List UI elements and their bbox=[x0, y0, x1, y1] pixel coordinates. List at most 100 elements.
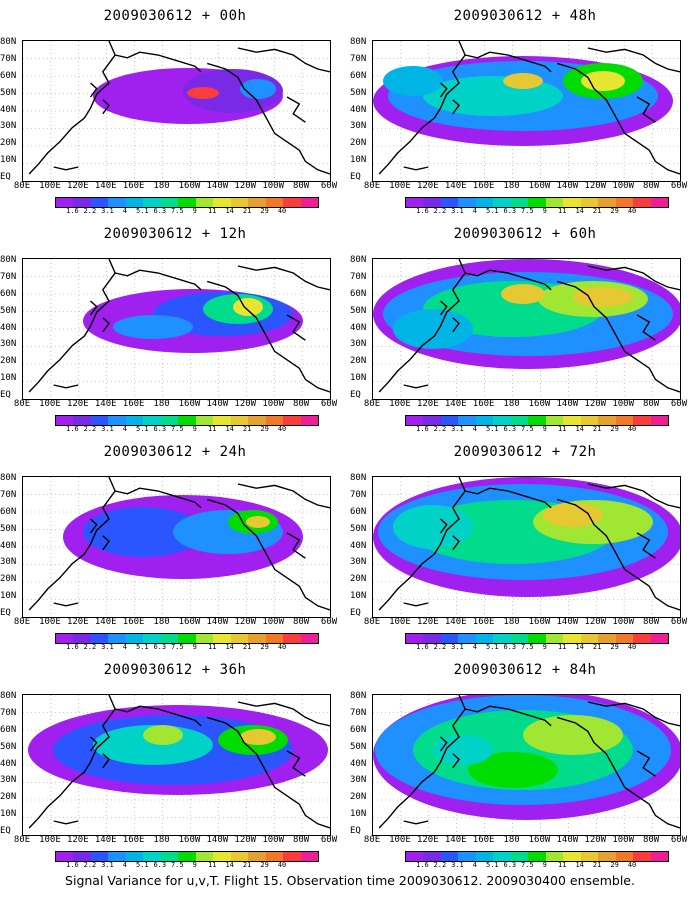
colorbar-swatch bbox=[125, 634, 144, 643]
variance-contour bbox=[393, 309, 473, 349]
colorbar-label: 21 bbox=[592, 207, 602, 215]
colorbar-swatch bbox=[160, 634, 179, 643]
colorbar-swatch bbox=[143, 634, 161, 643]
longitude-label: 60W bbox=[320, 399, 338, 409]
colorbar-swatch bbox=[300, 852, 319, 861]
colorbar-swatch bbox=[283, 416, 301, 425]
longitude-label: 180 bbox=[503, 835, 520, 845]
colorbar-swatch bbox=[510, 416, 529, 425]
longitude-label: 120W bbox=[584, 835, 607, 845]
longitude-label: 140E bbox=[94, 617, 117, 627]
latitude-label: 20N bbox=[350, 792, 367, 803]
panel-title: 2009030612 + 12h bbox=[103, 226, 247, 242]
coastline bbox=[28, 695, 116, 829]
coastline bbox=[114, 51, 202, 73]
longitude-label: 140W bbox=[206, 181, 229, 191]
map-panel: 2009030612 + 36h 80N 70N 60N 50N 40N 30N 20N 10N… bbox=[0, 654, 350, 869]
colorbar-label: 29 bbox=[610, 643, 619, 651]
latitude-label: 70N bbox=[0, 53, 17, 64]
colorbar-label: 40 bbox=[277, 643, 287, 651]
colorbar-swatch bbox=[598, 416, 616, 425]
coastline bbox=[439, 736, 448, 752]
latitude-label: 50N bbox=[0, 741, 17, 752]
colorbar-label: 5.1 bbox=[136, 425, 149, 433]
variance-contour bbox=[581, 71, 625, 91]
map-panel: 2009030612 + 00h 80N 70N 60N 50N 40N 30N 20N 10N… bbox=[0, 0, 350, 215]
colorbar-swatch bbox=[458, 198, 476, 207]
colorbar-swatch bbox=[300, 634, 319, 643]
coastline bbox=[439, 518, 448, 534]
colorbar-label: 29 bbox=[610, 861, 619, 869]
panel-title: 2009030612 + 72h bbox=[453, 444, 597, 460]
colorbar-label: 5.1 bbox=[486, 861, 499, 869]
latitude-label: 60N bbox=[0, 70, 17, 81]
variance-contour bbox=[383, 66, 443, 96]
colorbar-label: 6.3 bbox=[503, 861, 517, 869]
longitude-label: 140E bbox=[444, 617, 467, 627]
colorbar-swatch bbox=[423, 198, 441, 207]
variance-contour bbox=[468, 752, 558, 788]
colorbar-label: 14 bbox=[575, 207, 584, 215]
colorbar-swatch bbox=[440, 634, 459, 643]
latitude-label: 60N bbox=[0, 288, 17, 299]
colorbar-label: 7.5 bbox=[170, 643, 184, 651]
coastline bbox=[206, 62, 330, 175]
latitude-label: 80N bbox=[350, 255, 367, 265]
longitude-label: 180 bbox=[153, 835, 170, 845]
colorbar-swatch bbox=[406, 198, 424, 207]
longitude-label: 80W bbox=[292, 399, 310, 409]
colorbar-label: 21 bbox=[242, 425, 252, 433]
coastline bbox=[286, 750, 306, 777]
longitude-label: 160W bbox=[528, 617, 551, 627]
colorbar-label: 1.6 bbox=[66, 861, 79, 869]
variance-contour bbox=[501, 284, 545, 304]
longitude-label: 80E bbox=[13, 835, 31, 845]
colorbar-swatch bbox=[510, 198, 529, 207]
coastline bbox=[89, 518, 98, 534]
coastline bbox=[89, 300, 98, 316]
colorbar-swatch bbox=[475, 852, 494, 861]
longitude-label: 180 bbox=[503, 617, 520, 627]
coastline bbox=[636, 750, 656, 777]
colorbar-label: 6.3 bbox=[153, 207, 167, 215]
latitude-label: 80N bbox=[0, 473, 17, 483]
latitude-label: 40N bbox=[350, 758, 367, 769]
latitude-labels: 80N 70N 60N 50N 40N 30N 20N 10N EQ bbox=[350, 256, 372, 400]
colorbar-label: 5.1 bbox=[486, 425, 499, 433]
latitude-label: 30N bbox=[350, 339, 367, 350]
longitude-label: 80W bbox=[642, 181, 660, 191]
colorbar-swatch bbox=[248, 634, 266, 643]
colorbar-label: 4 bbox=[472, 861, 477, 869]
colorbar-label: 40 bbox=[277, 425, 287, 433]
latitude-label: EQ bbox=[350, 390, 361, 400]
longitude-label: 120E bbox=[416, 617, 439, 627]
variance-contour bbox=[543, 503, 603, 527]
longitude-label: 120W bbox=[584, 181, 607, 191]
latitude-label: 70N bbox=[350, 271, 367, 282]
colorbar-swatch bbox=[563, 852, 581, 861]
colorbar-label: 29 bbox=[260, 861, 269, 869]
colorbar-label: 11 bbox=[557, 207, 567, 215]
variance-map bbox=[23, 695, 330, 835]
coastline bbox=[286, 96, 306, 123]
colorbar-swatch bbox=[615, 198, 634, 207]
longitude-label: 120E bbox=[416, 399, 439, 409]
colorbar-label: 7.5 bbox=[520, 425, 534, 433]
colorbar-swatch bbox=[423, 634, 441, 643]
latitude-label: EQ bbox=[350, 826, 361, 836]
colorbar bbox=[405, 197, 669, 208]
longitude-labels: 80E 100E 120E 140E 160E 180 160W 140W 120W 100W 80… bbox=[360, 618, 690, 628]
colorbar bbox=[405, 415, 669, 426]
colorbar-label: 7.5 bbox=[520, 643, 534, 651]
longitude-label: 160W bbox=[528, 181, 551, 191]
longitude-label: 100W bbox=[612, 835, 635, 845]
longitude-label: 100W bbox=[262, 181, 285, 191]
colorbar-swatch bbox=[108, 416, 126, 425]
longitude-label: 140E bbox=[444, 181, 467, 191]
coastline bbox=[89, 736, 98, 752]
coastline bbox=[237, 701, 330, 727]
coastline bbox=[403, 384, 429, 389]
longitude-label: 100E bbox=[39, 835, 61, 845]
colorbar-swatch bbox=[230, 416, 249, 425]
colorbar-swatch bbox=[580, 852, 599, 861]
